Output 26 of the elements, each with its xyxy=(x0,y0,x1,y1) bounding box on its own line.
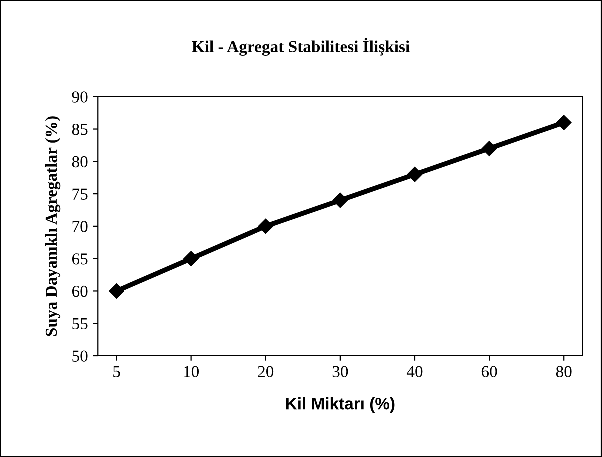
x-tick-label: 80 xyxy=(556,366,572,378)
y-tick-label: 80 xyxy=(72,156,88,168)
point xyxy=(184,251,199,266)
x-tick-label: 40 xyxy=(406,366,423,378)
y-tick-label: 70 xyxy=(72,221,88,232)
point xyxy=(258,218,274,234)
chart-title: Kil - Agregat Stabilitesi İlişkisi xyxy=(192,38,410,56)
y-axis-title: Suya Dayanıklı Agregatlar (%) xyxy=(45,116,61,336)
point xyxy=(109,284,124,299)
y-tick-label: 50 xyxy=(72,350,88,362)
y-tick-label: 65 xyxy=(72,254,88,265)
y-tick-label: 60 xyxy=(72,286,88,298)
x-tick-label: 10 xyxy=(184,366,200,378)
y-tick-label: 90 xyxy=(72,92,88,103)
x-tick-label: 20 xyxy=(258,366,274,378)
x-tick-label: 30 xyxy=(332,366,348,378)
y-tick-label: 85 xyxy=(72,124,88,136)
x-axis-title: Kil Miktarı (%) xyxy=(286,398,395,414)
y-tick-label: 75 xyxy=(72,188,88,200)
point xyxy=(407,167,423,182)
x-tick-label: 60 xyxy=(482,366,498,378)
point xyxy=(482,141,498,156)
y-tick-label: 55 xyxy=(72,318,88,330)
point xyxy=(556,115,572,130)
x-tick-label: 5 xyxy=(114,366,120,378)
point xyxy=(332,192,348,208)
